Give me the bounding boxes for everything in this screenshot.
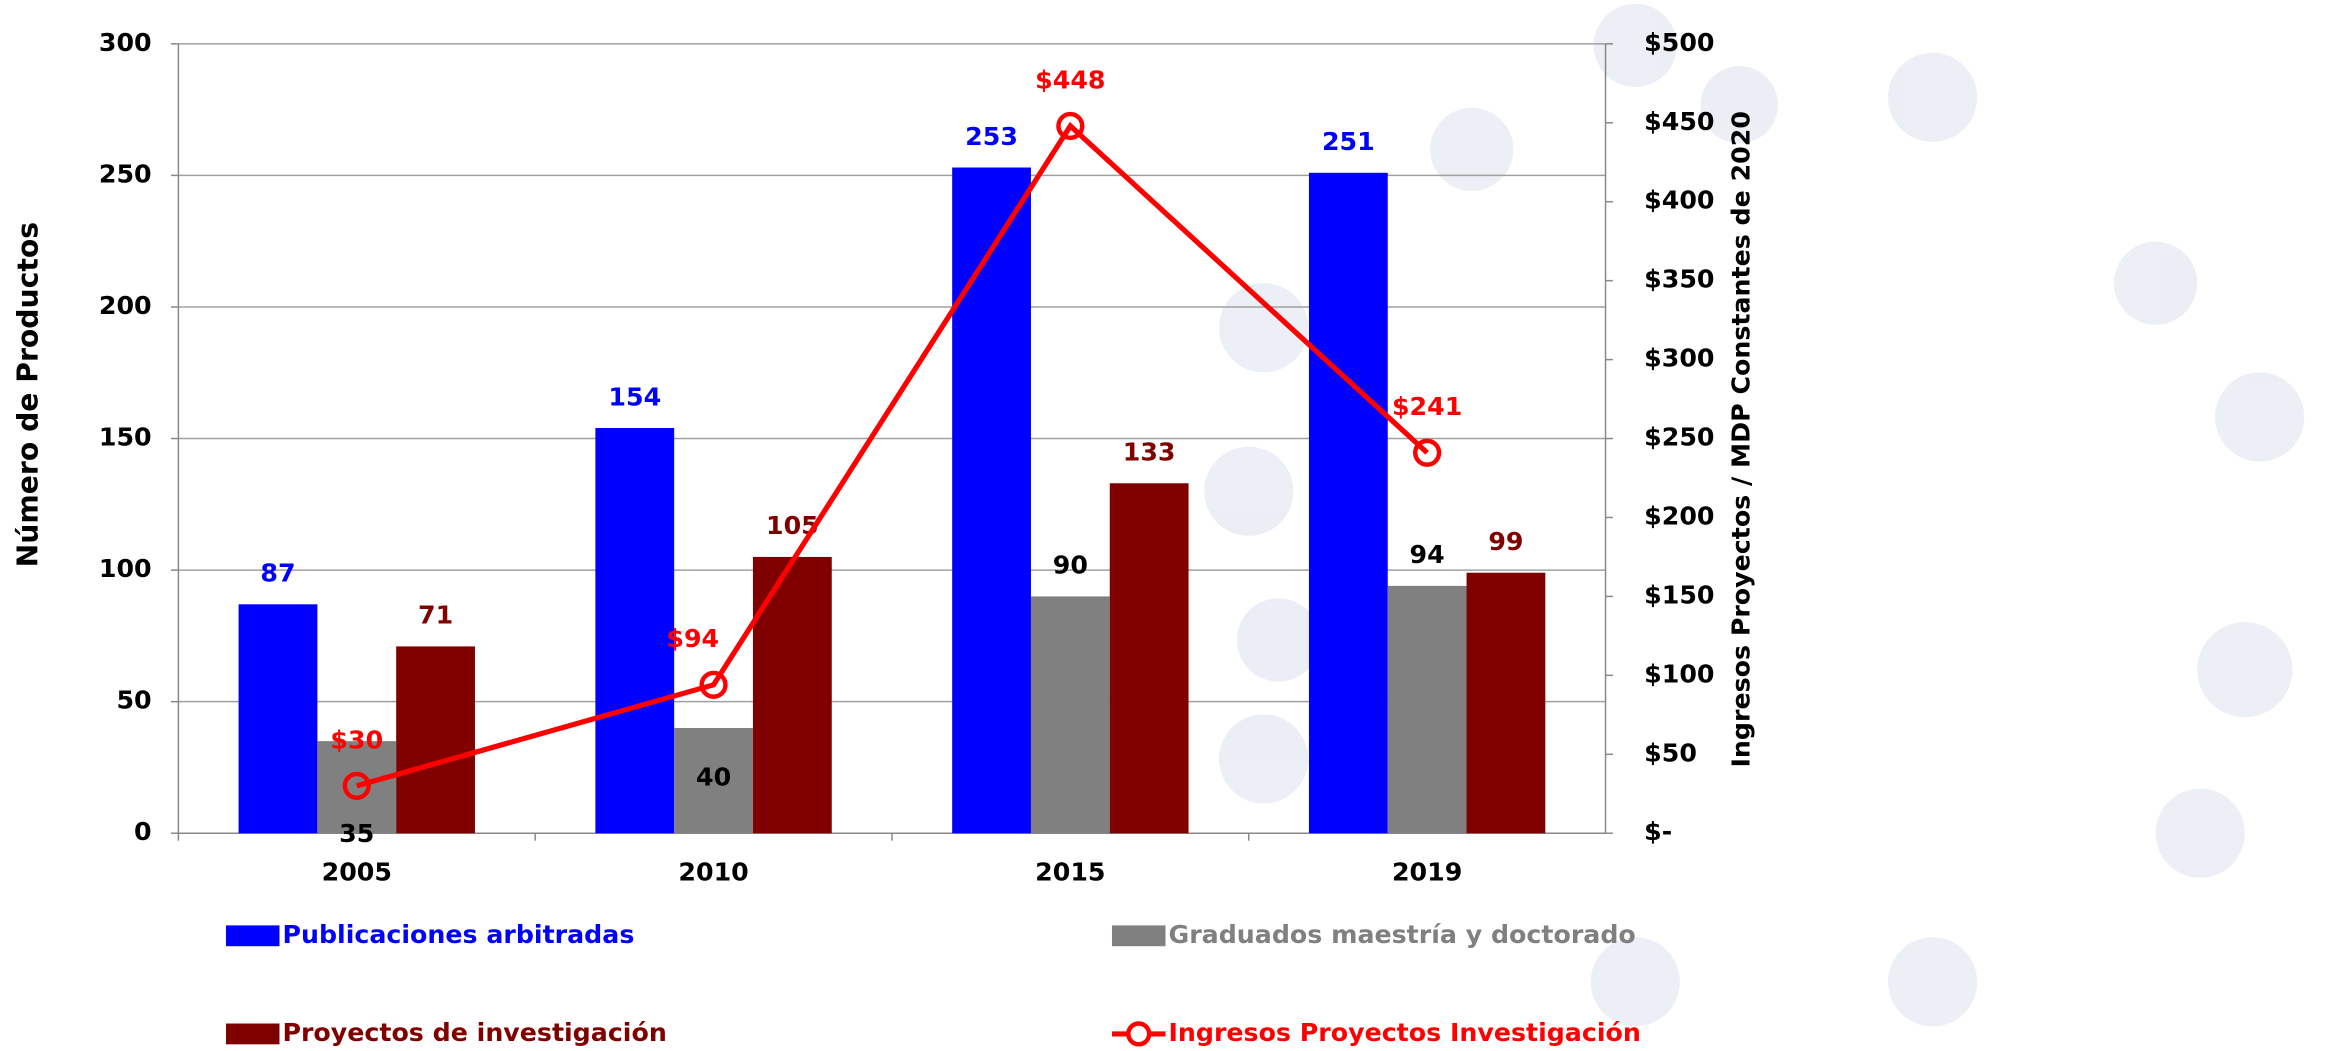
y2-tick-label: $500 (1644, 28, 1714, 57)
legend-label: Publicaciones arbitradas (282, 920, 634, 949)
bar (1466, 572, 1546, 834)
data-label: 133 (1123, 438, 1176, 467)
line (356, 121, 1429, 789)
y2-tick-label: $200 (1644, 501, 1714, 530)
x-tick-label: 2019 (1392, 857, 1462, 886)
legend-label: Proyectos de investigación (282, 1018, 666, 1047)
bar (1109, 483, 1189, 834)
y2-tick-label: $450 (1644, 107, 1714, 136)
data-label: 99 (1488, 527, 1523, 556)
y-tick-label: 300 (99, 28, 152, 57)
y2-tick-label: $400 (1644, 186, 1714, 215)
x-tick-label: 2015 (1035, 857, 1105, 886)
data-label: $94 (666, 624, 719, 653)
data-label: $30 (330, 725, 383, 754)
data-label: 35 (339, 819, 374, 848)
data-label: 87 (260, 559, 295, 588)
legend-marker (1126, 1021, 1152, 1047)
line-marker (342, 771, 371, 800)
y-tick-label: 250 (99, 159, 152, 188)
legend-label: Ingresos Proyectos Investigación (1168, 1018, 1640, 1047)
y2-tick-label: $50 (1644, 738, 1697, 767)
legend-swatch (225, 1023, 280, 1045)
y2-tick-label: $300 (1644, 344, 1714, 373)
y2-tick-label: $150 (1644, 580, 1714, 609)
data-label: 71 (418, 601, 453, 630)
data-label: $241 (1392, 392, 1462, 421)
data-label: 40 (696, 763, 731, 792)
bar (1030, 596, 1110, 834)
data-label: 154 (608, 382, 661, 411)
data-label: $448 (1035, 65, 1105, 94)
legend-label: Graduados maestría y doctorado (1168, 920, 1635, 949)
y-tick-label: 150 (99, 423, 152, 452)
bar (396, 646, 475, 834)
y2-tick-label: $350 (1644, 265, 1714, 294)
bar (595, 428, 675, 834)
y2-tick-label: $- (1644, 817, 1672, 846)
line-marker (699, 670, 728, 699)
bar (752, 556, 832, 834)
y-tick-label: 200 (99, 291, 152, 320)
y-tick-label: 50 (116, 686, 151, 715)
bar (952, 167, 1031, 834)
x-tick-label: 2005 (322, 857, 392, 886)
y2-tick-label: $100 (1644, 659, 1714, 688)
bar (1308, 172, 1388, 834)
data-label: 253 (965, 122, 1018, 151)
bar (317, 741, 397, 834)
y2-tick-label: $250 (1644, 423, 1714, 452)
x-tick-label: 2010 (678, 857, 748, 886)
y2-axis-label: Ingresos Proyectos / MDP Constantes de 2… (1726, 111, 1755, 767)
line-marker (1413, 438, 1442, 467)
legend-swatch (1111, 925, 1166, 947)
bar (1387, 585, 1467, 834)
data-label: 90 (1053, 551, 1088, 580)
legend-swatch (225, 925, 280, 947)
background-decoration (1204, 3, 2305, 1027)
bar (674, 727, 753, 834)
data-label: 94 (1410, 540, 1445, 569)
bar (238, 604, 318, 834)
y-tick-label: 0 (134, 817, 152, 846)
line-marker (1056, 111, 1085, 141)
data-label: 251 (1322, 127, 1375, 156)
y-tick-label: 100 (99, 554, 152, 583)
y-axis-label: Número de Productos (12, 222, 45, 567)
